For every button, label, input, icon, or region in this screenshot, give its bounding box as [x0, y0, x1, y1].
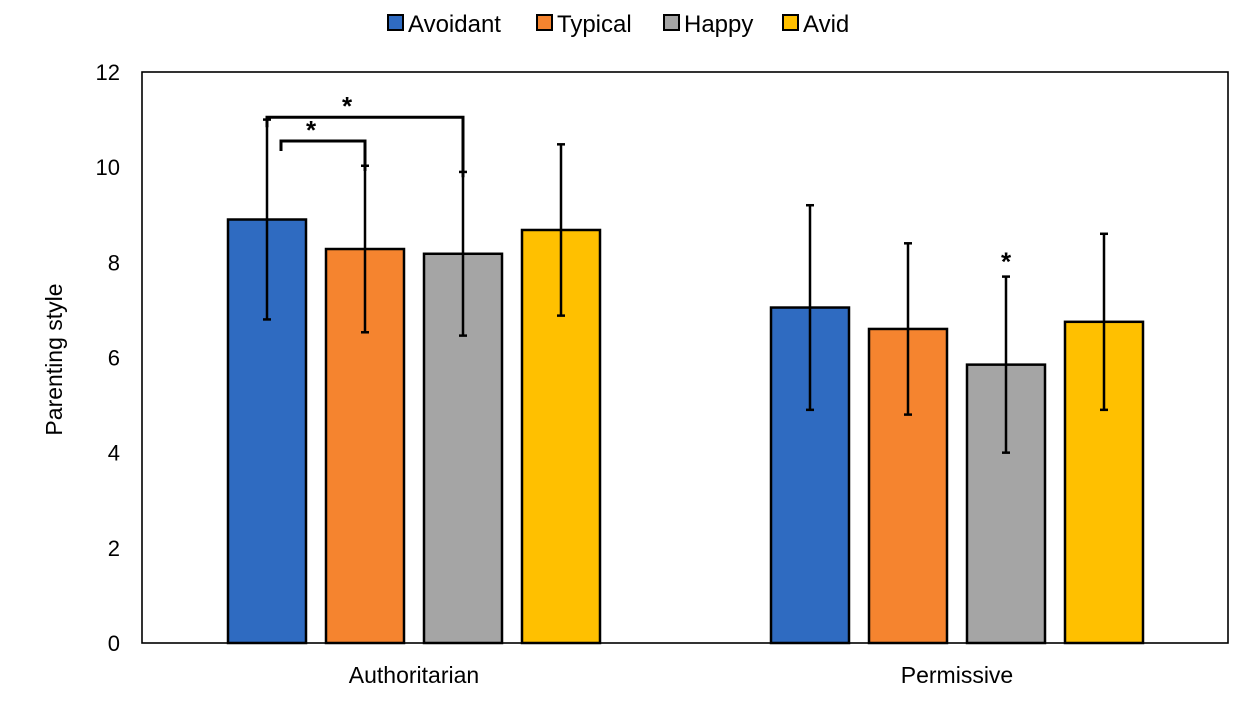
legend-swatch-typical [536, 14, 553, 31]
y-axis-title: Parenting style [41, 283, 67, 435]
legend-swatch-happy [663, 14, 680, 31]
significance-bracket [279, 139, 367, 171]
bars [226, 118, 1145, 645]
plot-frame [141, 71, 1229, 644]
legend-label-happy: Happy [684, 11, 753, 38]
significance-star: * [306, 115, 317, 145]
legend-label-avid: Avid [803, 11, 849, 38]
y-tick-label: 2 [108, 536, 120, 561]
y-tick-label: 6 [108, 346, 120, 371]
y-tick-label: 8 [108, 250, 120, 275]
significance-star: * [342, 91, 353, 121]
significance-bracket [265, 115, 465, 178]
x-category-label: Authoritarian [349, 662, 479, 688]
legend-swatch-avid [782, 14, 799, 31]
bar-typical-authoritarian [324, 247, 406, 645]
significance-star: * [1001, 246, 1012, 276]
legend: Avoidant Typical Happy Avid [387, 11, 849, 38]
legend-swatch-avoidant [387, 14, 404, 31]
y-tick-label: 0 [108, 631, 120, 656]
x-category-label: Permissive [901, 662, 1013, 688]
axes: 0 2 4 6 8 10 12 Parenting style Authoritarian Per… [41, 60, 1229, 688]
legend-label-typical: Typical [557, 11, 632, 38]
y-tick-label: 10 [96, 155, 120, 180]
annotations: * * * [265, 91, 1012, 276]
y-tick-label: 12 [96, 60, 120, 85]
legend-label-avoidant: Avoidant [408, 11, 501, 38]
y-tick-label: 4 [108, 441, 120, 466]
